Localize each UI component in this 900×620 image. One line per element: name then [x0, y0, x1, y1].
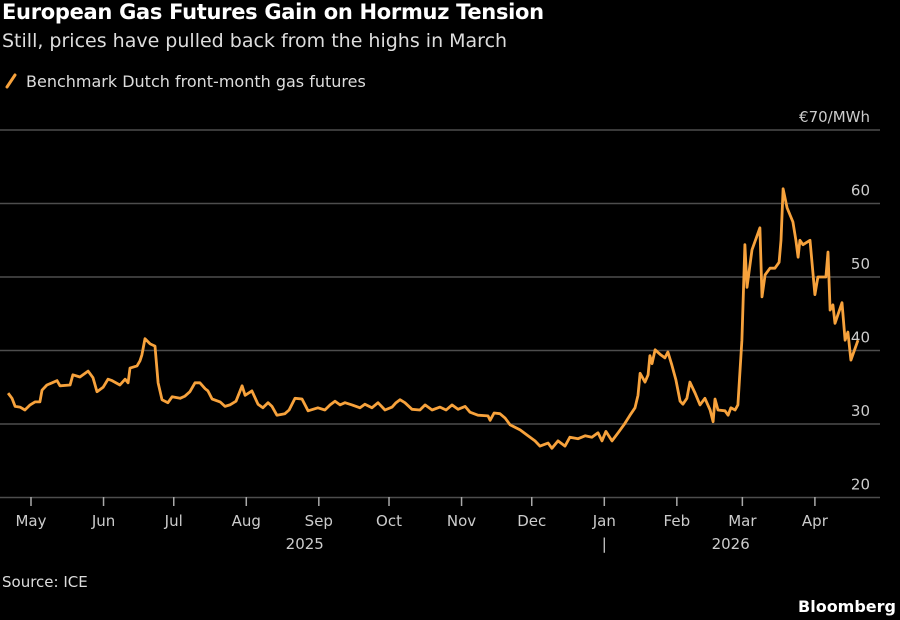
chart-subtitle: Still, prices have pulled back from the … — [2, 30, 508, 52]
y-tick-label: 60 — [851, 182, 870, 200]
year-label: 2025 — [286, 535, 324, 553]
x-tick-label: Nov — [447, 512, 476, 530]
x-tick-label: May — [15, 512, 46, 530]
x-tick-label: Feb — [664, 512, 691, 530]
y-tick-label: 20 — [851, 476, 870, 494]
x-tick-label: Jan — [592, 512, 616, 530]
y-tick-label: 40 — [851, 329, 870, 347]
x-tick-label: Jun — [91, 512, 115, 530]
y-tick-label: 50 — [851, 255, 870, 273]
x-tick-label: Aug — [232, 512, 261, 530]
legend-label: Benchmark Dutch front-month gas futures — [26, 71, 366, 91]
series-line — [6, 187, 860, 450]
legend: Benchmark Dutch front-month gas futures — [4, 71, 366, 91]
x-tick-label: Oct — [376, 512, 402, 530]
chart-title: European Gas Futures Gain on Hormuz Tens… — [2, 0, 544, 24]
year-label: | — [602, 535, 607, 553]
bloomberg-logo: Bloomberg — [798, 597, 896, 616]
x-tick-label: Jul — [164, 512, 183, 530]
y-tick-label: €70/MWh — [799, 108, 870, 126]
x-tick-label: Mar — [728, 512, 757, 530]
x-tick-label: Apr — [802, 512, 829, 530]
y-tick-label: 30 — [851, 402, 870, 420]
year-label: 2026 — [712, 535, 750, 553]
x-tick-label: Dec — [517, 512, 546, 530]
x-tick-label: Sep — [305, 512, 333, 530]
source-note: Source: ICE — [2, 573, 88, 591]
legend-swatch-icon — [4, 71, 18, 91]
